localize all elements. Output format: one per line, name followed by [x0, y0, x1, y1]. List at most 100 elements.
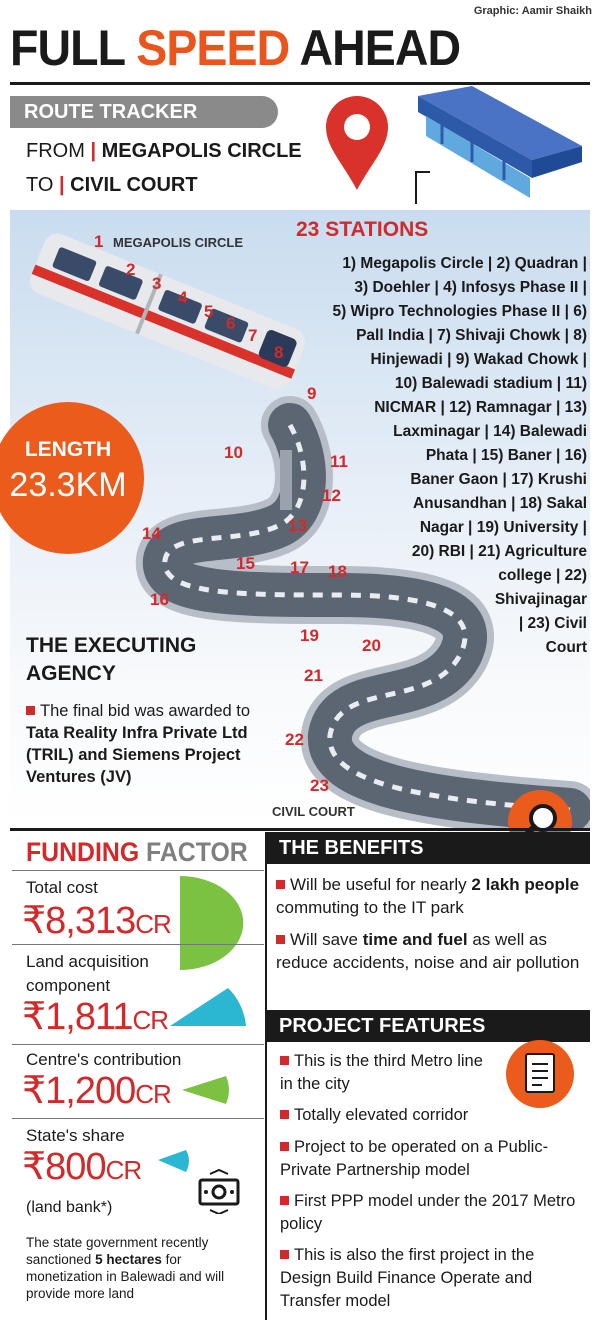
- bullet-square-icon: [280, 1110, 289, 1119]
- stations-line: 20) RBI | 21) Agriculture: [411, 543, 587, 560]
- station-number-13: 13: [288, 516, 307, 535]
- station-number-2: 2: [126, 260, 136, 279]
- station-number-18: 18: [328, 562, 347, 581]
- feature-text: This is also the first project in the De…: [280, 1246, 535, 1310]
- station-number-19: 19: [300, 626, 319, 645]
- station-number-5: 5: [204, 302, 214, 321]
- headline-part1: FULL: [10, 20, 137, 76]
- station-number-14: 14: [142, 524, 161, 543]
- stations-line: Hinjewadi | 9) Wakad Chowk |: [370, 351, 587, 368]
- funding-title-b: FACTOR: [139, 837, 248, 867]
- bullet-square-icon: [280, 1056, 289, 1065]
- stations-line: | 23) Civil: [518, 615, 587, 632]
- benefit-1-post: commuting to the IT park: [276, 898, 464, 917]
- executing-agency-title-line1: THE EXECUTING: [26, 634, 197, 657]
- funding-separator: [12, 1044, 264, 1045]
- bullet-square-icon: [276, 935, 285, 944]
- station-number-12: 12: [322, 486, 341, 505]
- benefit-1-bold: 2 lakh people: [471, 875, 580, 894]
- feature-text: Totally elevated corridor: [294, 1106, 469, 1124]
- total-cost-unit: CR: [135, 909, 172, 939]
- length-badge: LENGTH 23.3KM: [0, 402, 144, 554]
- benefit-item: Will save time and fuel as well as reduc…: [276, 928, 590, 974]
- benefit-2-post: as well as reduce accidents, noise and a…: [276, 930, 580, 972]
- centre-contribution-label: Centre's contribution: [26, 1050, 182, 1069]
- feature-item: This is the third Metro line in the city: [280, 1050, 500, 1096]
- funding-title: FUNDING FACTOR: [26, 837, 248, 868]
- elevated-track-illustration: [29, 233, 590, 828]
- stations-line: Anusandhan | 18) Sakal: [412, 495, 587, 512]
- stations-line: Phata | 15) Baner | 16): [425, 447, 587, 464]
- state-share-label: State's share: [26, 1126, 125, 1145]
- stations-line: Laxminagar | 14) Balewadi: [393, 423, 587, 440]
- state-share-unit: CR: [105, 1155, 143, 1185]
- from-label: FROM: [26, 140, 85, 162]
- stations-title: 23 STATIONS: [296, 218, 429, 241]
- centre-contribution-unit: CR: [135, 1079, 172, 1109]
- station-number-11: 11: [330, 452, 348, 471]
- total-cost-label: Total cost: [26, 878, 98, 897]
- stations-line: 10) Balewadi stadium | 11): [394, 375, 587, 392]
- station-number-20: 20: [362, 636, 381, 655]
- stations-list: 1) Megapolis Circle | 2) Quadran | 3) Do…: [282, 252, 587, 660]
- document-icon: [525, 1053, 555, 1093]
- location-pin-icon: [326, 96, 388, 190]
- total-cost-pie-slice: [180, 876, 244, 970]
- station-number-23: 23: [310, 776, 329, 795]
- stations-line: 5) Wipro Technologies Phase II | 6): [332, 303, 587, 320]
- to-value: CIVIL COURT: [70, 174, 198, 196]
- benefit-1-pre: Will be useful for nearly: [290, 875, 472, 894]
- metro-station-illustration: [415, 86, 582, 204]
- executing-agency-text-bold: Tata Reality Infra Private Ltd (TRIL) an…: [26, 724, 248, 786]
- land-acquisition-value: ₹1,811CR: [22, 994, 169, 1039]
- headline-accent: SPEED: [136, 20, 290, 76]
- funding-separator: [12, 944, 264, 945]
- feature-item: Project to be operated on a Public-Priva…: [280, 1136, 590, 1182]
- length-value: 23.3KM: [9, 466, 127, 504]
- funding-separator: [12, 870, 264, 871]
- column-divider: [265, 832, 267, 1320]
- feature-item: First PPP model under the 2017 Metro pol…: [280, 1190, 590, 1236]
- station-number-16: 16: [150, 590, 169, 609]
- bullet-square-icon: [276, 880, 285, 889]
- executing-agency-text: The final bid was awarded to Tata Realit…: [26, 700, 276, 788]
- stations-line: NICMAR | 12) Ramnagar | 13): [374, 399, 587, 416]
- document-badge: [506, 1040, 574, 1108]
- stations-line: Pall India | 7) Shivaji Chowk | 8): [356, 327, 587, 344]
- executing-agency-title-line2: AGENCY: [26, 662, 116, 685]
- station-number-15: 15: [236, 554, 255, 573]
- station-number-21: 21: [304, 666, 323, 685]
- bullet-square-icon: [280, 1142, 289, 1151]
- to-label: TO: [26, 174, 54, 196]
- state-share-amount: ₹800: [22, 1146, 107, 1188]
- headline-part2: AHEAD: [289, 20, 461, 76]
- state-note-pre: The state government recently sanctioned: [26, 1235, 209, 1267]
- executing-agency-title: THE EXECUTING AGENCY: [26, 632, 196, 688]
- stations-line: Court: [545, 639, 587, 656]
- headline: FULL SPEED AHEAD: [10, 20, 461, 76]
- feature-text: This is the third Metro line in the city: [280, 1052, 483, 1093]
- funding-title-a: FUNDING: [26, 837, 140, 867]
- route-tracker-tag: ROUTE TRACKER: [10, 96, 278, 128]
- station-number-17: 17: [290, 558, 309, 577]
- benefit-item: Will be useful for nearly 2 lakh people …: [276, 873, 590, 919]
- station-number-10: 10: [224, 443, 243, 462]
- route-from: FROM | MEGAPOLIS CIRCLE: [26, 140, 302, 163]
- state-note-post: for monetization in Balewadi and will pr…: [26, 1252, 225, 1301]
- station-number-3: 3: [152, 274, 162, 293]
- feature-text: First PPP model under the 2017 Metro pol…: [280, 1192, 576, 1233]
- stations-line: Shivajinagar: [494, 591, 587, 608]
- land-acquisition-pie-slice: [170, 988, 246, 1026]
- section-rule: [10, 828, 590, 831]
- station-number-4: 4: [178, 288, 188, 307]
- headline-rule: [10, 82, 590, 85]
- land-acquisition-unit: CR: [132, 1005, 169, 1035]
- total-cost-amount: ₹8,313: [22, 900, 136, 942]
- from-separator: |: [90, 140, 97, 162]
- state-share-value: ₹800CR: [22, 1144, 143, 1189]
- centre-contribution-amount: ₹1,200: [22, 1070, 136, 1112]
- stations-line: Nagar | 19) University |: [419, 519, 587, 536]
- money-icon: [198, 1168, 240, 1214]
- graphic-credit: Graphic: Aamir Shaikh: [473, 5, 592, 17]
- feature-item: This is also the first project in the De…: [280, 1244, 590, 1313]
